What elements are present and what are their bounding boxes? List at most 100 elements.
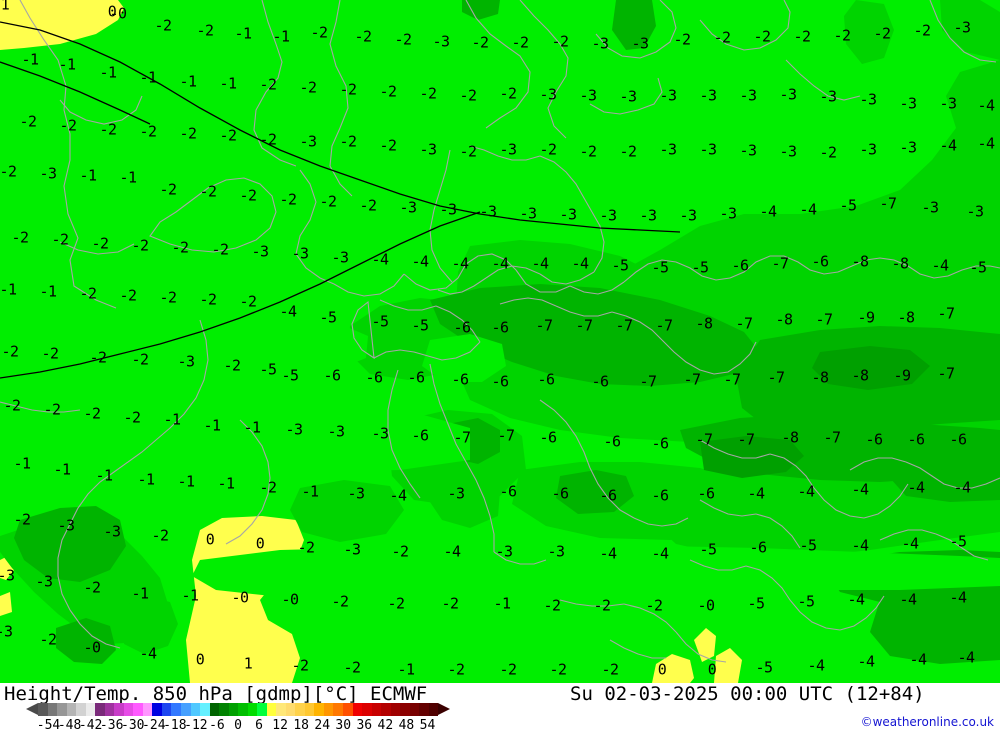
temperature-label: -3	[103, 522, 121, 541]
temperature-label: -7	[615, 316, 633, 335]
temperature-label: -3	[331, 248, 349, 267]
field-band-yellow-s1	[652, 654, 694, 683]
weather-map[interactable]: 0 1 -0 -2 -2 -1 -1 -2 -2 -2 -3 -2 -2 -2 -3 -3 -2 -2 -2 -2 -2…	[0, 0, 1000, 683]
temperature-label: -2	[51, 230, 69, 249]
temperature-label: -3	[739, 141, 757, 160]
temperature-label: -7	[815, 310, 833, 329]
temperature-label: -4	[957, 648, 975, 667]
chart-footer: Height/Temp. 850 hPa [gdmp][°C] ECMWF Su…	[0, 683, 1000, 733]
temperature-label: -5	[691, 258, 709, 277]
temperature-label: -6	[453, 318, 471, 337]
colorbar-tick--24: -24	[142, 718, 166, 733]
temperature-label: -6	[551, 484, 569, 503]
temperature-label: -8	[891, 254, 909, 273]
temperature-label: -2	[459, 142, 477, 161]
temperature-label: -2	[139, 122, 157, 141]
colorbar-swatch-34	[362, 703, 372, 716]
field-band-green-dark-sw	[14, 506, 126, 582]
field-band-green-dark-p1	[556, 470, 634, 514]
temperature-label: -2	[79, 284, 97, 303]
temperature-label: -4	[857, 652, 875, 671]
temperature-label: -2	[319, 192, 337, 211]
temperature-label: -3	[519, 204, 537, 223]
temperature-label: -2	[11, 228, 29, 247]
temperature-label: -6	[949, 430, 967, 449]
colorbar-swatch-0	[38, 703, 48, 716]
temperature-label: 0	[107, 2, 117, 21]
temperature-colorbar[interactable]	[26, 703, 450, 716]
temperature-label: -2	[259, 130, 277, 149]
colorbar-swatch-16	[190, 703, 201, 716]
temperature-label: -2	[83, 404, 101, 423]
temperature-label: -4	[747, 484, 765, 503]
temperature-label: -2	[219, 126, 237, 145]
temperature-label: -7	[937, 364, 955, 383]
temperature-label: -7	[497, 426, 515, 445]
temperature-label: -7	[723, 370, 741, 389]
colorbar-swatch-31	[333, 703, 343, 716]
temperature-label: -2	[543, 596, 561, 615]
temperature-label: -7	[735, 314, 753, 333]
colorbar-swatch-15	[180, 703, 191, 716]
temperature-label: -2	[151, 526, 169, 545]
temperature-label: -2	[159, 180, 177, 199]
temperature-label: -8	[695, 314, 713, 333]
temperature-label: -1	[58, 55, 76, 74]
colorbar-swatch-26	[285, 703, 296, 716]
temperature-label: -5	[949, 532, 967, 551]
colorbar-tick-12: 12	[272, 718, 288, 733]
temperature-label: -7	[655, 316, 673, 335]
temperature-label: -5	[371, 312, 389, 331]
colorbar-swatches[interactable]	[38, 703, 439, 716]
temperature-label: -5	[699, 540, 717, 559]
temperature-label: -3	[719, 204, 737, 223]
temperature-label: -7	[695, 430, 713, 449]
temperature-label: -3	[39, 164, 57, 183]
field-band-bright-pocket2	[290, 324, 368, 370]
temperature-label: -6	[491, 372, 509, 391]
temperature-label: -3	[57, 516, 75, 535]
temperature-label: -4	[907, 478, 925, 497]
temperature-label: -2	[673, 30, 691, 49]
temperature-label: -5	[969, 258, 987, 277]
temperature-label: -2	[339, 132, 357, 151]
temperature-label: -5	[259, 360, 277, 379]
temperature-label: -2	[123, 408, 141, 427]
temperature-label: -2	[549, 660, 567, 679]
temperature-label: -2	[239, 292, 257, 311]
temperature-label: -3	[299, 132, 317, 151]
temperature-label: 0	[657, 660, 667, 679]
temperature-label: -4	[931, 256, 949, 275]
temperature-label: -0	[109, 4, 127, 23]
temperature-label: -2	[833, 26, 851, 45]
temperature-label: -2	[354, 27, 372, 46]
field-band-bright-pocket6	[0, 194, 310, 260]
colorbar-swatch-27	[295, 703, 305, 716]
temperature-label: -7	[771, 254, 789, 273]
colorbar-swatch-19	[219, 703, 229, 716]
temperature-label: -1	[181, 586, 199, 605]
temperature-label: -4	[851, 536, 869, 555]
temperature-label: -5	[611, 256, 629, 275]
temperature-label: -5	[651, 258, 669, 277]
temperature-label: -2	[394, 30, 412, 49]
temperature-label: -4	[899, 590, 917, 609]
temperature-label: -4	[451, 254, 469, 273]
temperature-label: -1	[272, 27, 290, 46]
temperature-label: -3	[953, 18, 971, 37]
field-band-yellow-s2	[694, 628, 716, 662]
temperature-label: -7	[937, 304, 955, 323]
colorbar-swatch-17	[200, 703, 210, 716]
temperature-label: -3	[859, 140, 877, 159]
temperature-label: -1	[493, 594, 511, 613]
temperature-label: -2	[459, 86, 477, 105]
temperature-label: -3	[631, 34, 649, 53]
temperature-label: -3	[639, 206, 657, 225]
temperature-label: -3	[547, 542, 565, 561]
colorbar-swatch-35	[371, 703, 382, 716]
temperature-label: -2	[391, 542, 409, 561]
temperature-label: -3	[539, 85, 557, 104]
temperature-label: -4	[953, 478, 971, 497]
temperature-label: -4	[279, 302, 297, 321]
colorbar-swatch-36	[381, 703, 391, 716]
